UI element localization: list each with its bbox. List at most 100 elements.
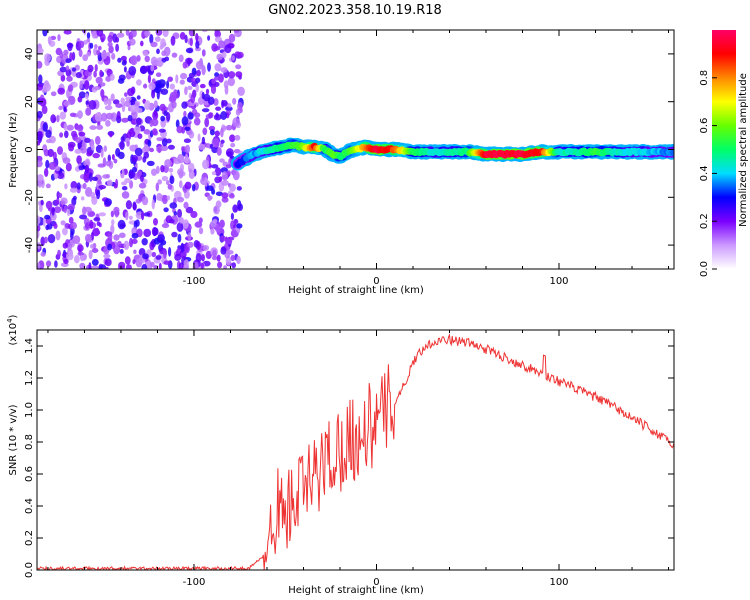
noise-blob — [44, 214, 51, 220]
noise-blob — [143, 83, 148, 89]
noise-blob — [82, 54, 89, 62]
noise-blob — [143, 151, 150, 159]
noise-blob — [136, 95, 141, 100]
noise-blob — [150, 41, 158, 48]
colorbar-ticks: 0.0 0.2 0.4 0.6 0.8 — [699, 70, 717, 277]
noise-blob — [135, 117, 142, 126]
noise-blob — [183, 138, 191, 143]
noise-blob — [89, 125, 97, 130]
noise-blob — [184, 126, 191, 131]
noise-blob — [179, 79, 185, 85]
noise-blob — [214, 167, 222, 177]
noise-blob — [113, 158, 118, 164]
noise-blob — [187, 241, 194, 248]
noise-blob — [187, 162, 195, 173]
noise-blob — [123, 240, 130, 250]
noise-blob — [126, 140, 130, 147]
noise-blob — [209, 143, 213, 149]
noise-blob — [148, 82, 156, 91]
noise-blob — [59, 66, 68, 73]
colorbar-tick-label: 0.4 — [699, 165, 710, 181]
snr-frame — [36, 329, 675, 571]
noise-blob — [201, 254, 205, 262]
noise-blob — [153, 218, 158, 226]
spectrogram-ticks: -100 0 100 -40 -20 0 20 40 — [24, 30, 674, 287]
noise-blob — [116, 111, 121, 120]
noise-blob — [173, 211, 178, 216]
colorbar-gradient — [712, 30, 736, 269]
noise-blob — [177, 153, 185, 164]
noise-blob — [91, 176, 98, 181]
noise-blob — [221, 171, 228, 182]
noise-blob — [60, 220, 66, 226]
noise-blob — [37, 110, 43, 119]
spectrogram-marks — [37, 30, 674, 269]
noise-blob — [42, 30, 48, 37]
noise-blob — [160, 115, 166, 122]
noise-blob — [194, 112, 201, 118]
noise-blob — [56, 172, 65, 179]
noise-blob — [84, 80, 90, 90]
noise-blob — [86, 32, 91, 39]
noise-blob — [202, 159, 210, 170]
noise-blob — [156, 48, 160, 55]
noise-blob — [44, 167, 49, 177]
noise-blob — [167, 183, 173, 190]
noise-blob — [38, 133, 42, 144]
noise-blob — [214, 72, 220, 78]
noise-blob — [226, 170, 231, 176]
noise-blob — [214, 30, 220, 37]
noise-blob — [147, 74, 151, 84]
noise-blob — [157, 148, 162, 154]
noise-blob — [48, 161, 57, 170]
noise-blob — [138, 182, 147, 189]
noise-blob — [80, 196, 85, 201]
snr-panel: -100 0 100 0.0 0.2 0.4 0.6 0.8 1.0 1.2 1.4 Height … — [6, 314, 675, 596]
noise-blob — [150, 261, 155, 268]
noise-blob — [107, 232, 113, 242]
noise-blob — [53, 206, 62, 214]
noise-blob — [202, 244, 210, 251]
y-tick-label: -40 — [24, 237, 35, 253]
noise-blob — [218, 176, 223, 183]
noise-blob — [155, 182, 159, 192]
noise-blob — [59, 132, 64, 138]
noise-blob — [109, 73, 115, 81]
noise-blob — [224, 44, 232, 54]
noise-blob — [167, 144, 175, 150]
noise-blob — [82, 182, 87, 190]
noise-blob — [147, 139, 152, 147]
noise-blob — [207, 195, 212, 202]
noise-blob — [44, 236, 48, 244]
noise-blob — [141, 238, 148, 246]
noise-blob — [195, 253, 202, 263]
noise-blob — [136, 257, 142, 268]
noise-blob — [54, 260, 58, 268]
noise-blob — [156, 137, 163, 142]
noise-blob — [178, 217, 184, 224]
noise-blob — [218, 40, 226, 49]
noise-blob — [224, 85, 229, 95]
noise-blob — [121, 103, 126, 113]
noise-blob — [64, 183, 68, 190]
noise-blob — [157, 234, 166, 243]
noise-blob — [160, 38, 166, 48]
noise-blob — [90, 244, 94, 249]
noise-blob — [146, 160, 155, 167]
y-tick-label: 40 — [24, 48, 35, 61]
noise-blob — [89, 219, 94, 229]
noise-blob — [160, 165, 165, 173]
noise-blob — [222, 125, 226, 130]
noise-blob — [202, 127, 208, 136]
noise-blob — [105, 120, 111, 127]
noise-blob — [213, 114, 222, 121]
noise-blob — [100, 148, 104, 158]
noise-blob — [86, 151, 93, 157]
noise-blob — [86, 51, 91, 57]
noise-blob — [47, 36, 52, 45]
y-tick-label: 20 — [24, 95, 35, 108]
noise-blob — [216, 147, 222, 156]
noise-blob — [218, 73, 224, 83]
noise-blob — [72, 235, 81, 245]
noise-blob — [137, 133, 143, 139]
